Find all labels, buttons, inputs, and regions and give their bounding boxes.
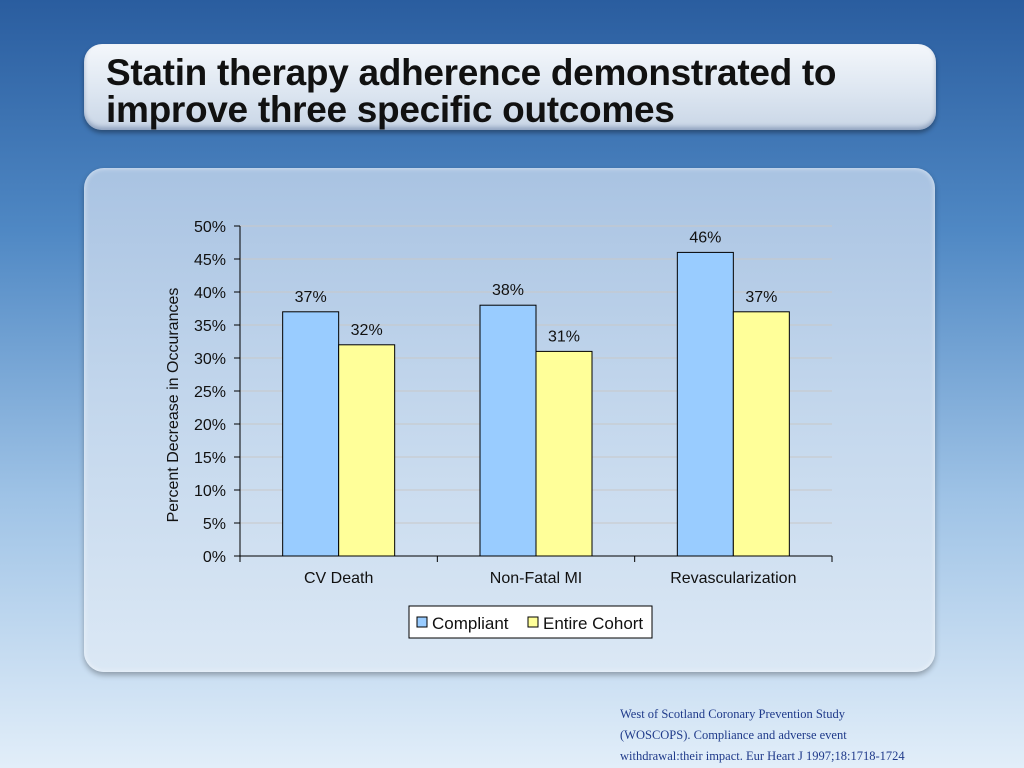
- citation-line-1: West of Scotland Coronary Prevention Stu…: [620, 707, 846, 721]
- title-banner: Statin therapy adherence demonstrated to…: [84, 44, 936, 130]
- data-label: 31%: [548, 328, 580, 345]
- legend-swatch: [416, 616, 428, 628]
- bar-compliant: [676, 251, 734, 557]
- citation: West of Scotland Coronary Prevention Stu…: [620, 704, 960, 767]
- y-tick-label: 50%: [194, 219, 226, 236]
- x-tick-label: CV Death: [304, 570, 373, 587]
- x-tick-label: Revascularization: [670, 570, 796, 587]
- data-label: 37%: [745, 289, 777, 306]
- slide-title: Statin therapy adherence demonstrated to…: [106, 54, 916, 128]
- y-tick-label: 30%: [194, 351, 226, 368]
- data-label: 32%: [351, 322, 383, 339]
- x-tick-label: Non-Fatal MI: [490, 570, 582, 587]
- data-label: 46%: [689, 229, 721, 246]
- y-tick-label: 20%: [194, 417, 226, 434]
- bar-entire-cohort: [732, 311, 790, 557]
- citation-line-2: (WOSCOPS). Compliance and adverse event: [620, 728, 847, 742]
- data-label: 38%: [492, 282, 524, 299]
- y-tick-label: 25%: [194, 384, 226, 401]
- title-line-2: improve three specific outcomes: [106, 89, 675, 130]
- y-tick-label: 10%: [194, 483, 226, 500]
- bar-compliant: [282, 311, 340, 557]
- y-axis-label: Percent Decrease in Occurances: [165, 288, 182, 523]
- legend-label: Compliant: [432, 614, 509, 633]
- citation-line-3: withdrawal:their impact. Eur Heart J 199…: [620, 749, 905, 763]
- bar-entire-cohort: [535, 350, 593, 557]
- y-tick-label: 40%: [194, 285, 226, 302]
- y-tick-label: 5%: [203, 516, 226, 533]
- bar-compliant: [479, 304, 537, 557]
- y-tick-label: 15%: [194, 450, 226, 467]
- data-label: 37%: [295, 289, 327, 306]
- legend-label: Entire Cohort: [543, 614, 643, 633]
- y-tick-label: 45%: [194, 252, 226, 269]
- title-line-1: Statin therapy adherence demonstrated to: [106, 52, 837, 93]
- bar-entire-cohort: [338, 344, 396, 557]
- y-tick-label: 0%: [203, 549, 226, 566]
- legend-swatch: [527, 616, 539, 628]
- y-tick-label: 35%: [194, 318, 226, 335]
